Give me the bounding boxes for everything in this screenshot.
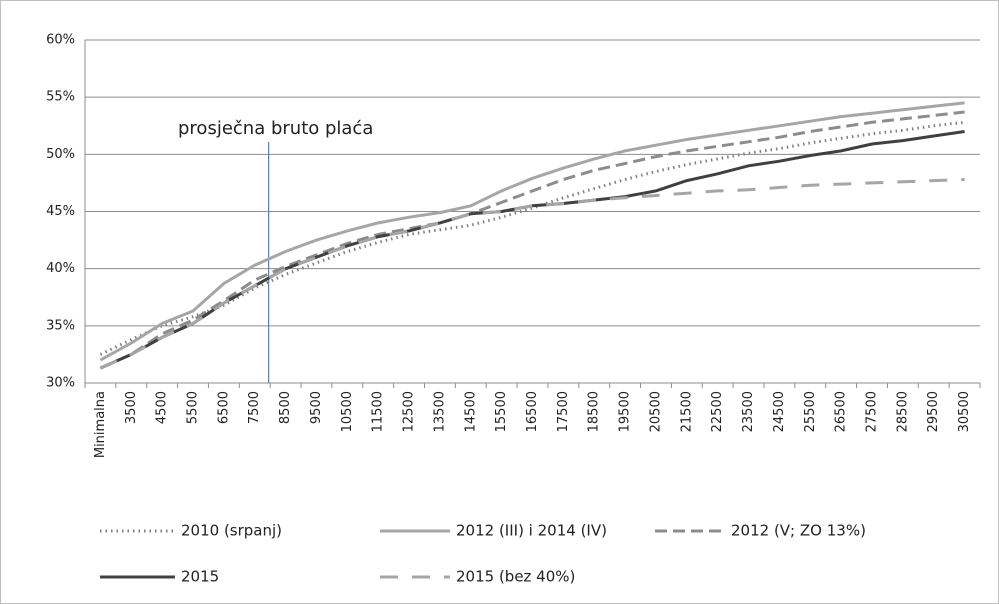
- legend-label: 2010 (srpanj): [181, 522, 282, 540]
- x-tick-label: 25500: [803, 391, 818, 432]
- x-tick-label: Minimalna: [93, 391, 108, 458]
- x-tick-label: 22500: [710, 391, 725, 432]
- y-tick-label: 35%: [46, 318, 75, 333]
- legend-label: 2012 (V; ZO 13%): [731, 522, 866, 540]
- series-line: [99, 178, 965, 370]
- x-tick-label: 6500: [216, 391, 231, 424]
- y-tick-label: 45%: [46, 204, 75, 219]
- x-tick-label: 10500: [340, 391, 355, 432]
- y-tick-label: 40%: [46, 261, 75, 276]
- x-tick-label: 28500: [895, 391, 910, 432]
- annotation: prosječna bruto plaća: [178, 118, 373, 139]
- x-tick-label: 7500: [247, 391, 262, 424]
- series-line: [99, 110, 965, 370]
- x-tick-label: 19500: [618, 391, 633, 432]
- y-tick-label: 60%: [46, 33, 75, 48]
- x-tick-label: 15500: [494, 391, 509, 432]
- legend-label: 2015: [181, 568, 219, 586]
- y-tick-label: 30%: [46, 376, 75, 391]
- x-tick-label: 27500: [864, 391, 879, 432]
- x-tick-label: 3500: [124, 391, 139, 424]
- x-tick-label: 23500: [741, 391, 756, 432]
- x-tick-label: 20500: [648, 391, 663, 432]
- x-tick-label: 29500: [926, 391, 941, 432]
- series-line: [99, 101, 965, 362]
- series-line: [99, 120, 965, 356]
- x-tick-label: 30500: [957, 391, 972, 432]
- y-tick-label: 50%: [46, 147, 75, 162]
- x-tick-label: 4500: [155, 391, 170, 424]
- x-tick-label: 21500: [679, 391, 694, 432]
- x-tick-label: 11500: [371, 391, 386, 432]
- x-tick-label: 9500: [309, 391, 324, 424]
- y-tick-label: 55%: [46, 90, 75, 105]
- x-tick-label: 14500: [463, 391, 478, 432]
- x-tick-label: 13500: [432, 391, 447, 432]
- x-tick-label: 5500: [186, 391, 201, 424]
- x-tick-label: 12500: [402, 391, 417, 432]
- x-tick-label: 17500: [556, 391, 571, 432]
- legend-label: 2015 (bez 40%): [456, 568, 575, 586]
- x-tick-label: 26500: [834, 391, 849, 432]
- x-tick-label: 24500: [772, 391, 787, 432]
- x-tick-label: 8500: [278, 391, 293, 424]
- legend-label: 2012 (III) i 2014 (IV): [456, 522, 607, 540]
- x-tick-label: 18500: [587, 391, 602, 432]
- x-tick-label: 16500: [525, 391, 540, 432]
